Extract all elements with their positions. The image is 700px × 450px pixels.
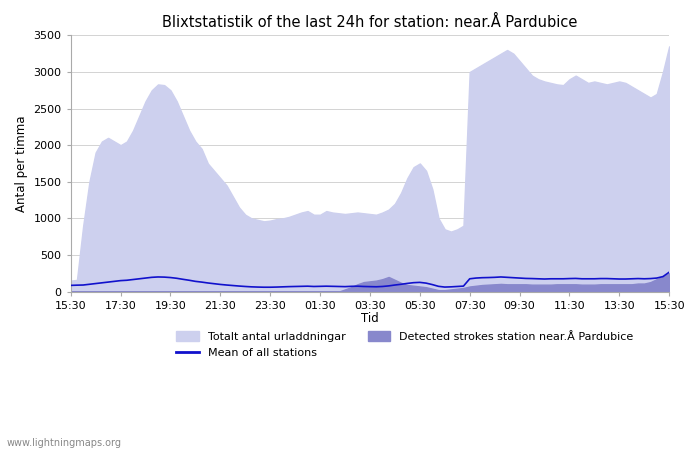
Title: Blixtstatistik of the last 24h for station: near.Å Pardubice: Blixtstatistik of the last 24h for stati… <box>162 15 578 30</box>
Legend: Totalt antal urladdningar, Mean of all stations, Detected strokes station near.Å: Totalt antal urladdningar, Mean of all s… <box>172 327 638 363</box>
Text: www.lightningmaps.org: www.lightningmaps.org <box>7 438 122 448</box>
Y-axis label: Antal per timma: Antal per timma <box>15 115 28 212</box>
X-axis label: Tid: Tid <box>361 312 379 325</box>
